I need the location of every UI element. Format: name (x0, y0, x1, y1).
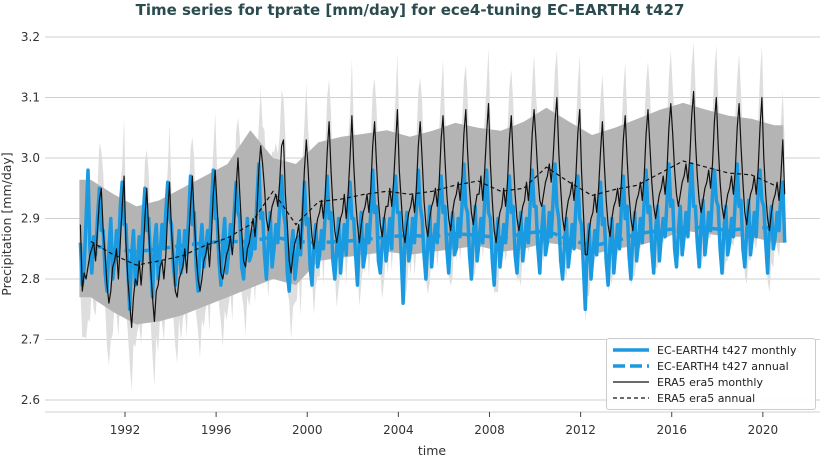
y-tick-label: 2.6 (21, 393, 40, 407)
model-annual-line (90, 225, 775, 254)
legend-swatch-solid-blue (613, 348, 649, 352)
x-tick-label: 2012 (565, 423, 596, 437)
legend-swatch-dashed-black (613, 397, 649, 399)
era5-annual-line (90, 160, 775, 266)
x-tick-label: 2004 (383, 423, 414, 437)
x-tick-label: 2000 (292, 423, 323, 437)
x-tick-label: 1996 (201, 423, 232, 437)
y-tick-label: 3.0 (21, 151, 40, 165)
model-monthly-line (78, 162, 787, 312)
legend-label: EC-EARTH4 t427 annual (657, 359, 789, 373)
y-tick-label: 2.9 (21, 212, 40, 226)
chart-title: Time series for tprate [mm/day] for ece4… (135, 1, 685, 19)
legend: EC-EARTH4 t427 monthly EC-EARTH4 t427 an… (606, 338, 816, 410)
legend-swatch-dashed-blue (613, 364, 649, 368)
legend-swatch-solid-black (613, 381, 649, 383)
legend-item-era5-monthly: ERA5 era5 monthly (613, 374, 763, 390)
x-tick-label: 2008 (474, 423, 505, 437)
x-tick-label: 2020 (748, 423, 779, 437)
y-axis-label: Precipitation [mm/day] (0, 152, 14, 295)
legend-label: ERA5 era5 annual (657, 391, 756, 405)
y-tick-label: 2.7 (21, 333, 40, 347)
legend-item-era5-annual: ERA5 era5 annual (613, 390, 755, 406)
x-axis-label: time (418, 443, 447, 457)
y-tick-label: 2.8 (21, 272, 40, 286)
legend-item-model-annual: EC-EARTH4 t427 annual (613, 358, 789, 374)
y-tick-label: 3.1 (21, 91, 40, 105)
x-tick-label: 1992 (110, 423, 141, 437)
legend-label: ERA5 era5 monthly (657, 375, 763, 389)
era5-monthly-line (79, 90, 786, 328)
legend-item-model-monthly: EC-EARTH4 t427 monthly (613, 342, 796, 358)
legend-label: EC-EARTH4 t427 monthly (657, 343, 797, 357)
x-tick-label: 2016 (656, 423, 687, 437)
y-tick-label: 3.2 (21, 30, 40, 44)
